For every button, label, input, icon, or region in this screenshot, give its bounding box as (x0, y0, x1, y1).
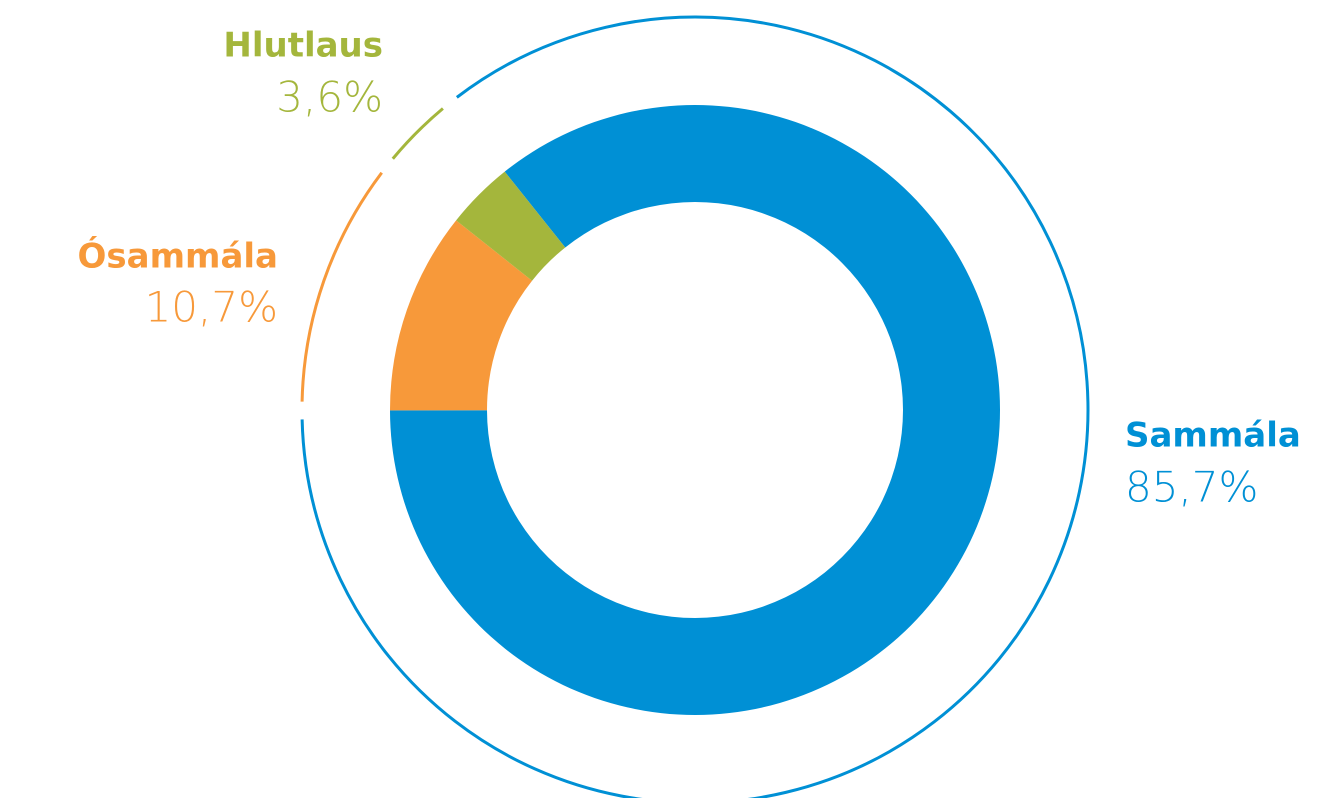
category-label: Sammála (1125, 416, 1301, 456)
value-label: 10,7% (145, 283, 278, 332)
value-label: 3,6% (276, 73, 383, 122)
value-label: 85,7% (1125, 463, 1258, 512)
category-label: Hlutlaus (223, 26, 383, 66)
outer-arc (300, 171, 383, 402)
donut-segment (390, 105, 1000, 716)
donut-segment (390, 220, 533, 411)
outer-arc (391, 107, 444, 160)
category-label: Ósammála (78, 236, 278, 277)
donut-segment (456, 171, 566, 281)
outer-arc (300, 15, 1090, 798)
